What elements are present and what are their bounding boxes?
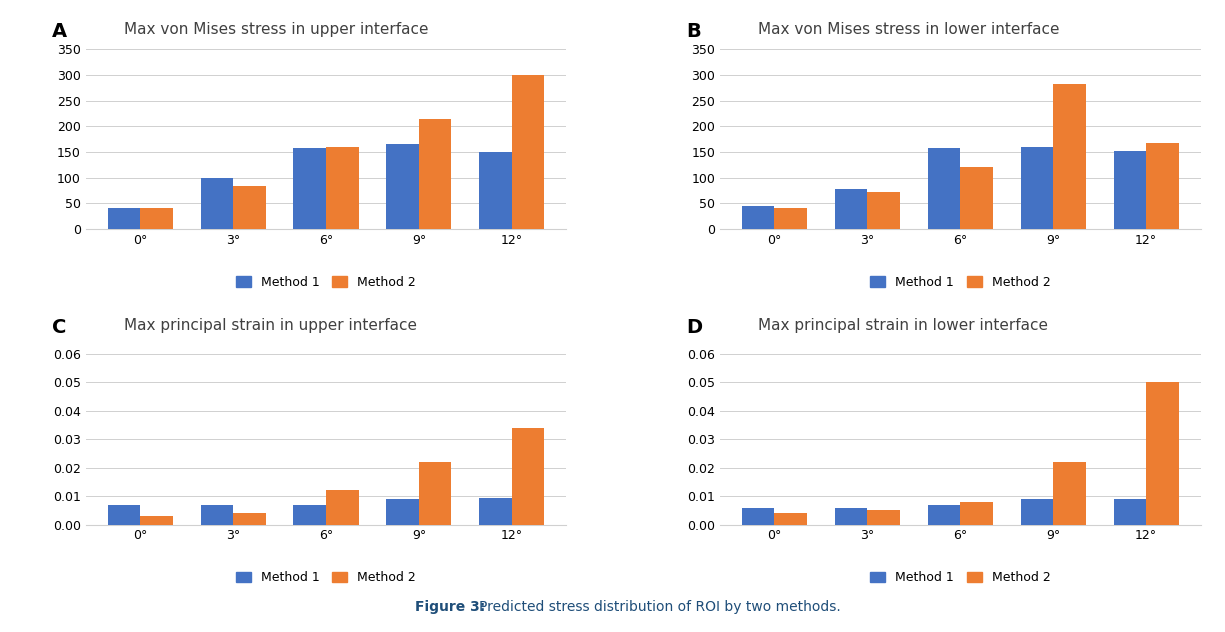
- Bar: [1114, 151, 1147, 229]
- Bar: [1054, 462, 1085, 525]
- Bar: [233, 186, 266, 229]
- Text: Predicted stress distribution of ROI by two methods.: Predicted stress distribution of ROI by …: [479, 600, 840, 614]
- Bar: [386, 499, 419, 525]
- Text: A: A: [53, 22, 67, 41]
- Bar: [419, 462, 452, 525]
- Bar: [927, 149, 960, 229]
- Bar: [294, 149, 326, 229]
- Bar: [774, 513, 807, 525]
- Text: Max von Mises stress in upper interface: Max von Mises stress in upper interface: [124, 22, 429, 37]
- Bar: [834, 507, 867, 525]
- Bar: [960, 167, 992, 229]
- Bar: [479, 497, 512, 525]
- Bar: [1020, 499, 1054, 525]
- Bar: [867, 191, 900, 229]
- Bar: [386, 144, 419, 229]
- Bar: [927, 505, 960, 525]
- Legend: Method 1, Method 2: Method 1, Method 2: [870, 571, 1050, 585]
- Legend: Method 1, Method 2: Method 1, Method 2: [236, 571, 416, 585]
- Text: Max principal strain in upper interface: Max principal strain in upper interface: [124, 318, 418, 332]
- Text: C: C: [53, 318, 66, 337]
- Bar: [140, 516, 173, 525]
- Bar: [140, 209, 173, 229]
- Bar: [326, 147, 359, 229]
- Bar: [1147, 143, 1178, 229]
- Bar: [742, 507, 774, 525]
- Bar: [834, 189, 867, 229]
- Bar: [742, 206, 774, 229]
- Bar: [1147, 382, 1178, 525]
- Bar: [294, 505, 326, 525]
- Text: B: B: [686, 22, 701, 41]
- Bar: [233, 513, 266, 525]
- Text: Figure 3:: Figure 3:: [415, 600, 490, 614]
- Bar: [479, 152, 512, 229]
- Bar: [512, 75, 544, 229]
- Text: Max principal strain in lower interface: Max principal strain in lower interface: [758, 318, 1049, 332]
- Bar: [867, 511, 900, 525]
- Bar: [419, 119, 452, 229]
- Bar: [201, 505, 233, 525]
- Text: D: D: [686, 318, 702, 337]
- Bar: [1020, 147, 1054, 229]
- Legend: Method 1, Method 2: Method 1, Method 2: [236, 276, 416, 289]
- Bar: [774, 209, 807, 229]
- Text: Max von Mises stress in lower interface: Max von Mises stress in lower interface: [758, 22, 1060, 37]
- Bar: [108, 209, 140, 229]
- Bar: [960, 502, 992, 525]
- Bar: [201, 178, 233, 229]
- Bar: [108, 505, 140, 525]
- Bar: [326, 490, 359, 525]
- Bar: [512, 428, 544, 525]
- Bar: [1114, 499, 1147, 525]
- Legend: Method 1, Method 2: Method 1, Method 2: [870, 276, 1050, 289]
- Bar: [1054, 84, 1085, 229]
